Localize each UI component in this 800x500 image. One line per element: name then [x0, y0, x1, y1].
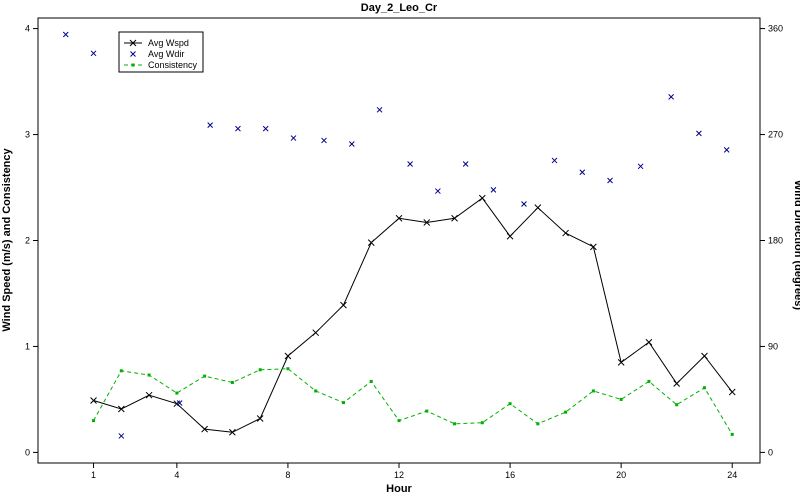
wdir-point — [208, 123, 213, 128]
wdir-point — [724, 147, 729, 152]
wspd-point — [146, 392, 152, 398]
consistency-point — [314, 389, 317, 392]
x-tick-label: 12 — [394, 470, 404, 480]
consistency-point — [148, 374, 151, 377]
wdir-point — [669, 94, 674, 99]
consistency-point — [92, 419, 95, 422]
legend-label-wdir: Avg Wdir — [148, 49, 184, 59]
consistency-point — [564, 411, 567, 414]
x-tick-label: 24 — [727, 470, 737, 480]
y2-tick-label: 270 — [768, 130, 783, 140]
x-axis-label: Hour — [386, 483, 412, 495]
wdir-point — [435, 189, 440, 194]
wdir-point — [408, 161, 413, 166]
wdir-point — [580, 170, 585, 175]
wspd-point — [118, 406, 124, 412]
y-axis-label: Wind Speed (m/s) and Consistency — [1, 147, 13, 331]
y-tick-label: 1 — [25, 341, 30, 351]
consistency-point — [342, 401, 345, 404]
wdir-point — [463, 161, 468, 166]
y2-tick-label: 0 — [768, 447, 773, 457]
wspd-point — [91, 397, 97, 403]
consistency-point — [120, 369, 123, 372]
y-tick-label: 2 — [25, 236, 30, 246]
wdir-point — [91, 51, 96, 56]
consistency-point — [286, 367, 289, 370]
wspd-point — [729, 389, 735, 395]
consistency-point — [259, 368, 262, 371]
wspd-point — [257, 416, 263, 422]
x-tick-label: 4 — [174, 470, 179, 480]
y-tick-label: 0 — [25, 447, 30, 457]
x-tick-label: 8 — [285, 470, 290, 480]
consistency-point — [175, 392, 178, 395]
y2-axis-label: Wind Direction (degrees) — [792, 180, 800, 310]
consistency-point — [620, 398, 623, 401]
consistency-point — [731, 433, 734, 436]
wdir-point — [696, 131, 701, 136]
consistency-point — [592, 389, 595, 392]
wdir-point — [263, 126, 268, 131]
wspd-point — [701, 353, 707, 359]
wspd-point — [563, 230, 569, 236]
consistency-point — [425, 410, 428, 413]
wdir-point — [491, 187, 496, 192]
wdir-point — [322, 138, 327, 143]
y2-tick-label: 360 — [768, 24, 783, 34]
x-tick-label: 16 — [505, 470, 515, 480]
wdir-point — [521, 202, 526, 207]
y-tick-label: 4 — [25, 24, 30, 34]
series-line-wspd — [94, 198, 733, 432]
legend-label-wspd: Avg Wspd — [148, 38, 189, 48]
consistency-point — [453, 422, 456, 425]
wspd-point — [507, 233, 513, 239]
consistency-point — [509, 402, 512, 405]
consistency-point — [647, 380, 650, 383]
wdir-point — [63, 32, 68, 37]
wdir-point — [608, 178, 613, 183]
wspd-point — [285, 353, 291, 359]
consistency-point — [481, 421, 484, 424]
consistency-point — [370, 380, 373, 383]
wspd-point — [535, 205, 541, 211]
legend: Avg Wspd Avg Wdir Consistency — [119, 32, 203, 72]
wspd-point — [313, 330, 319, 336]
wdir-point — [638, 164, 643, 169]
wspd-point — [479, 195, 485, 201]
consistency-point — [398, 419, 401, 422]
chart-title: Day_2_Leo_Cr — [361, 2, 438, 14]
wspd-point — [368, 240, 374, 246]
consistency-point — [703, 386, 706, 389]
consistency-point — [536, 422, 539, 425]
wdir-point — [235, 126, 240, 131]
x-tick-label: 1 — [91, 470, 96, 480]
legend-marker-consistency — [132, 64, 135, 67]
x-tick-label: 20 — [616, 470, 626, 480]
wdir-point — [349, 141, 354, 146]
wspd-point — [646, 339, 652, 345]
y2-tick-label: 180 — [768, 236, 783, 246]
legend-label-consistency: Consistency — [148, 60, 198, 70]
series-line-consistency — [94, 369, 733, 435]
wspd-point — [674, 381, 680, 387]
wdir-point — [291, 136, 296, 141]
wdir-point — [377, 107, 382, 112]
wspd-point — [340, 302, 346, 308]
wdir-point — [119, 433, 124, 438]
consistency-point — [231, 381, 234, 384]
y2-tick-label: 90 — [768, 341, 778, 351]
y-tick-label: 3 — [25, 130, 30, 140]
consistency-point — [203, 375, 206, 378]
consistency-point — [675, 403, 678, 406]
wdir-point — [552, 158, 557, 163]
